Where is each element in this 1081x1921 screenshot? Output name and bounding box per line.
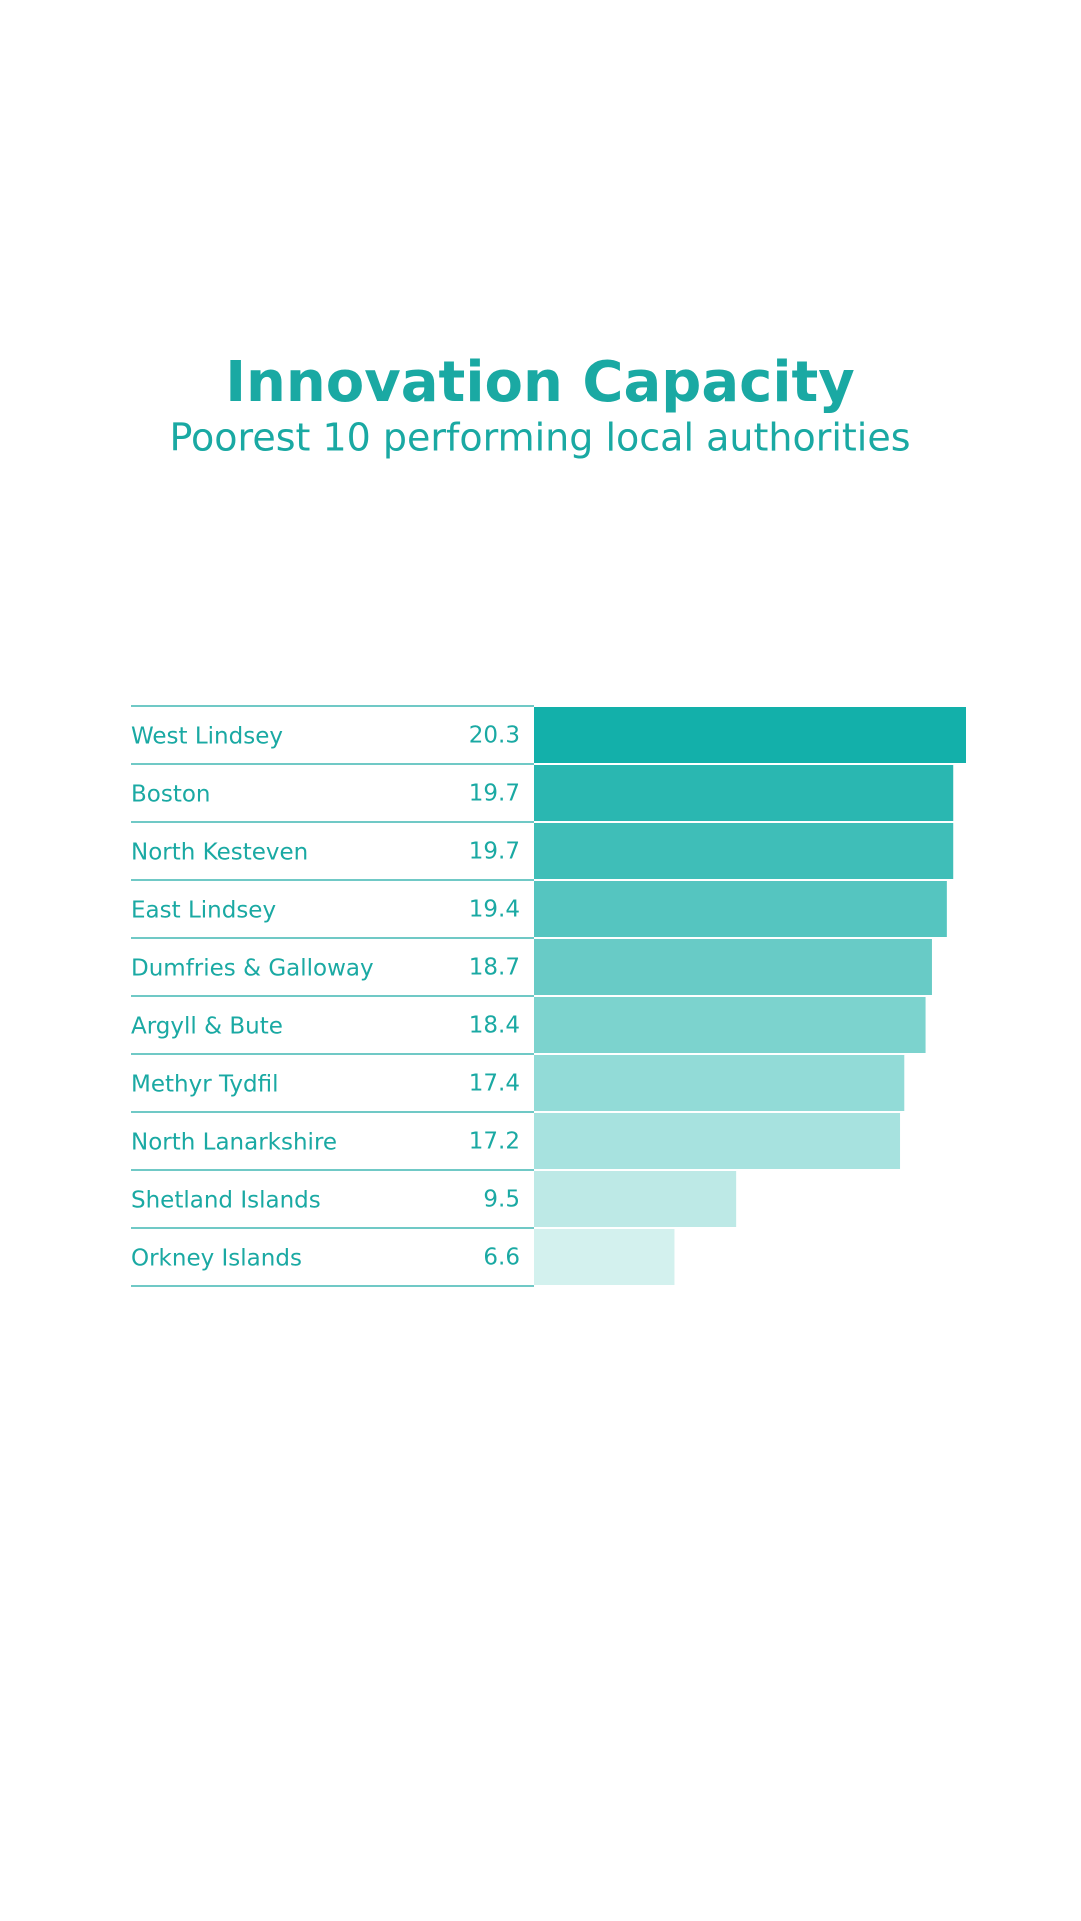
value-label: 19.4 xyxy=(469,897,520,923)
category-label: Shetland Islands xyxy=(131,1188,321,1214)
category-label: Methyr Tydfil xyxy=(131,1072,279,1098)
value-label: 17.4 xyxy=(469,1071,520,1097)
bar xyxy=(534,765,954,821)
category-label: North Lanarkshire xyxy=(131,1130,337,1156)
category-label: East Lindsey xyxy=(131,898,276,924)
value-label: 17.2 xyxy=(469,1129,520,1155)
bar xyxy=(534,881,947,937)
chart-subtitle: Poorest 10 performing local authorities xyxy=(169,416,910,460)
category-label: Argyll & Bute xyxy=(131,1014,283,1040)
bar xyxy=(534,1229,675,1285)
category-label: West Lindsey xyxy=(131,724,283,750)
bar xyxy=(534,823,954,879)
chart-title: Innovation Capacity xyxy=(225,350,855,415)
bar xyxy=(534,939,932,995)
value-label: 20.3 xyxy=(469,723,520,749)
bar xyxy=(534,997,926,1053)
category-label: Boston xyxy=(131,782,211,808)
bar xyxy=(534,1171,737,1227)
category-label: Orkney Islands xyxy=(131,1246,302,1272)
value-label: 18.7 xyxy=(469,955,520,981)
bar xyxy=(534,1113,901,1169)
value-label: 18.4 xyxy=(469,1013,520,1039)
category-label: Dumfries & Galloway xyxy=(131,956,374,982)
value-label: 6.6 xyxy=(483,1245,520,1271)
value-label: 19.7 xyxy=(469,781,520,807)
value-label: 9.5 xyxy=(483,1187,520,1213)
bar xyxy=(534,707,966,763)
category-label: North Kesteven xyxy=(131,840,308,866)
value-label: 19.7 xyxy=(469,839,520,865)
bar xyxy=(534,1055,905,1111)
